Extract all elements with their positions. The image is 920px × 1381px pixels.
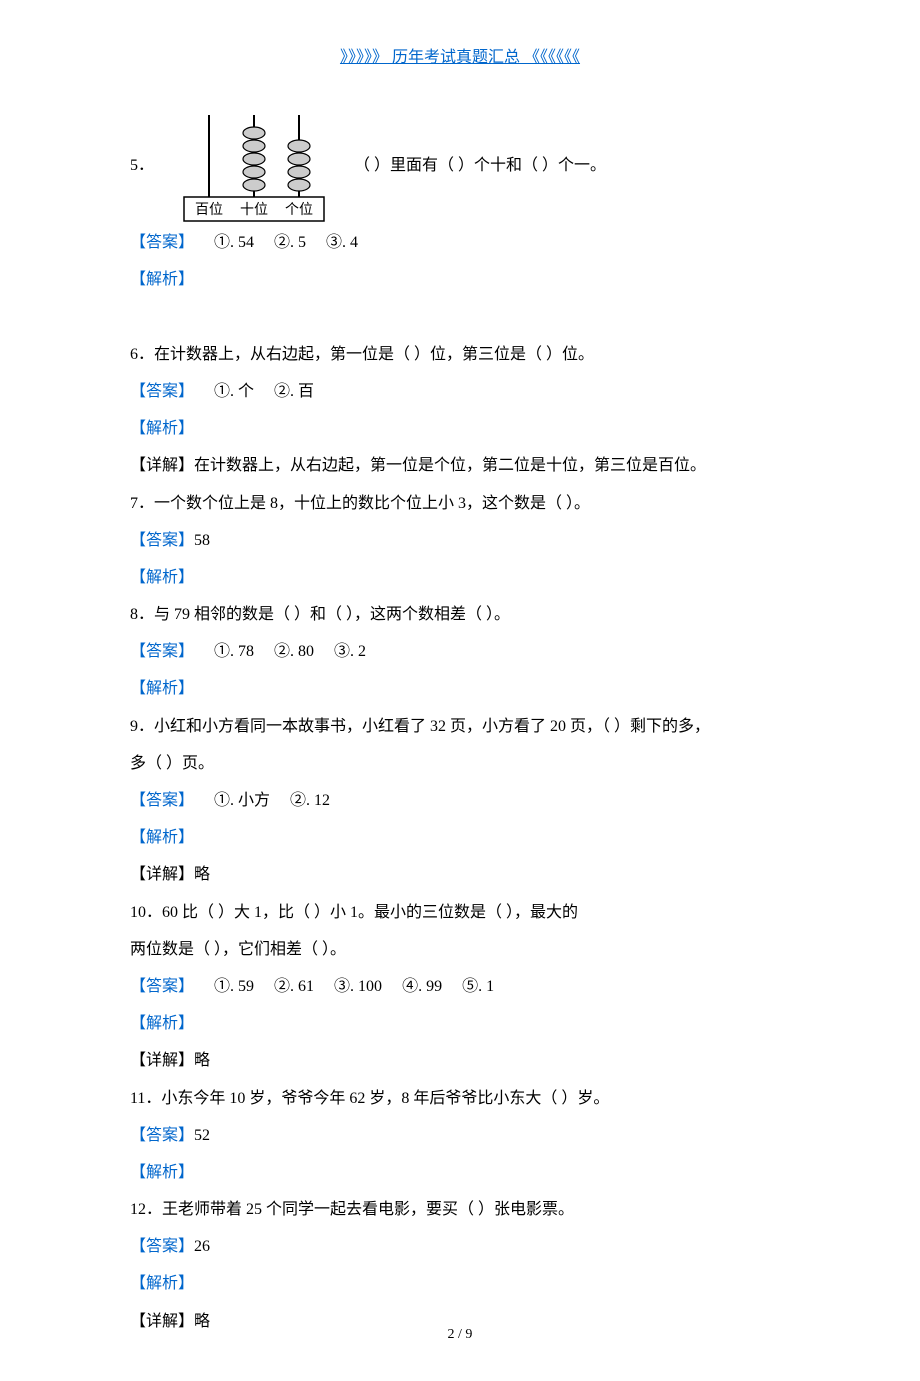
chevrons-left: 》》》》》 bbox=[340, 49, 388, 66]
q12-row: 12．王老师带着 25 个同学一起去看电影，要买（ ）张电影票。 bbox=[130, 1192, 790, 1227]
q9-jiexi: 【解析】 bbox=[130, 829, 194, 846]
jiexi-label: 【解析】 bbox=[130, 271, 194, 288]
q10-answer: 【答案】 ①. 59 ②. 61 ③. 100 ④. 99 ⑤. 1 bbox=[130, 969, 790, 1004]
detail-label: 【详解】 bbox=[130, 1052, 194, 1069]
answer-label: 【答案】 bbox=[130, 383, 194, 400]
q10-a3: ③. 100 bbox=[334, 978, 382, 995]
q5-answer: 【答案】 ①. 54 ②. 5 ③. 4 bbox=[130, 225, 790, 260]
q12-answer: 【答案】26 bbox=[130, 1229, 790, 1264]
q9-row1: 9．小红和小方看同一本故事书，小红看了 32 页，小方看了 20 页，（ ）剩下… bbox=[130, 709, 790, 744]
q7-body: 一个数个位上是 8，十位上的数比个位上小 3，这个数是（ ）。 bbox=[154, 495, 590, 512]
q8-answer: 【答案】 ①. 78 ②. 80 ③. 2 bbox=[130, 634, 790, 669]
q9-number: 9． bbox=[130, 718, 154, 735]
q8-jiexi: 【解析】 bbox=[130, 680, 194, 697]
answer-label: 【答案】 bbox=[130, 1238, 194, 1255]
q9-body2: 多（ ）页。 bbox=[130, 755, 214, 772]
q10-detail: 【详解】略 bbox=[130, 1043, 790, 1078]
q7-a: 58 bbox=[194, 532, 210, 549]
q5-body: （ ）里面有（ ）个十和（ ）个一。 bbox=[354, 148, 606, 183]
q10-a2: ②. 61 bbox=[274, 978, 314, 995]
page-header-link: 》》》》》 历年考试真题汇总 《《《《《《 bbox=[130, 40, 790, 75]
q9-detail: 【详解】略 bbox=[130, 857, 790, 892]
q6-body: 在计数器上，从右边起，第一位是（ ）位，第三位是（ ）位。 bbox=[154, 346, 594, 363]
q7-jiexi: 【解析】 bbox=[130, 569, 194, 586]
q8-a2: ②. 80 bbox=[274, 643, 314, 660]
q11-jiexi: 【解析】 bbox=[130, 1164, 194, 1181]
q10-number: 10． bbox=[130, 904, 162, 921]
q5-number: 5． bbox=[130, 148, 154, 183]
q9-row2: 多（ ）页。 bbox=[130, 746, 790, 781]
q6-a1: ①. 个 bbox=[214, 383, 254, 400]
answer-label: 【答案】 bbox=[130, 532, 194, 549]
q10-a5: ⑤. 1 bbox=[462, 978, 494, 995]
q7-number: 7． bbox=[130, 495, 154, 512]
abacus-label-tens: 十位 bbox=[240, 202, 268, 218]
q6-jiexi: 【解析】 bbox=[130, 420, 194, 437]
q11-number: 11． bbox=[130, 1090, 161, 1107]
q10-row1: 10．60 比（ ）大 1，比（ ）小 1。最小的三位数是（ ），最大的 bbox=[130, 895, 790, 930]
q8-row: 8．与 79 相邻的数是（ ）和（ ），这两个数相差（ ）。 bbox=[130, 597, 790, 632]
q5-a1: ①. 54 bbox=[214, 234, 254, 251]
abacus-label-ones: 个位 bbox=[285, 202, 313, 218]
q8-a3: ③. 2 bbox=[334, 643, 366, 660]
answer-label: 【答案】 bbox=[130, 234, 194, 251]
abacus-label-hundreds: 百位 bbox=[195, 202, 223, 218]
answer-label: 【答案】 bbox=[130, 978, 194, 995]
q9-answer: 【答案】 ①. 小方 ②. 12 bbox=[130, 783, 790, 818]
q10-detail-text: 略 bbox=[194, 1052, 210, 1069]
q7-row: 7．一个数个位上是 8，十位上的数比个位上小 3，这个数是（ ）。 bbox=[130, 486, 790, 521]
q9-detail-text: 略 bbox=[194, 866, 210, 883]
header-title-text: 历年考试真题汇总 bbox=[388, 49, 524, 66]
q5-a3: ③. 4 bbox=[326, 234, 358, 251]
q6-row: 6．在计数器上，从右边起，第一位是（ ）位，第三位是（ ）位。 bbox=[130, 337, 790, 372]
q6-detail-text: 在计数器上，从右边起，第一位是个位，第二位是十位，第三位是百位。 bbox=[194, 457, 706, 474]
q11-a: 52 bbox=[194, 1127, 210, 1144]
q9-body1: 小红和小方看同一本故事书，小红看了 32 页，小方看了 20 页，（ ）剩下的多… bbox=[154, 718, 710, 735]
q11-row: 11．小东今年 10 岁，爷爷今年 62 岁，8 年后爷爷比小东大（ ）岁。 bbox=[130, 1081, 790, 1116]
q10-body1: 60 比（ ）大 1，比（ ）小 1。最小的三位数是（ ），最大的 bbox=[162, 904, 578, 921]
q5-a2: ②. 5 bbox=[274, 234, 306, 251]
q11-body: 小东今年 10 岁，爷爷今年 62 岁，8 年后爷爷比小东大（ ）岁。 bbox=[161, 1090, 609, 1107]
q6-detail: 【详解】在计数器上，从右边起，第一位是个位，第二位是十位，第三位是百位。 bbox=[130, 448, 790, 483]
detail-label: 【详解】 bbox=[130, 866, 194, 883]
page-footer: 2 / 9 bbox=[0, 1320, 920, 1351]
q6-answer: 【答案】 ①. 个 ②. 百 bbox=[130, 374, 790, 409]
answer-label: 【答案】 bbox=[130, 643, 194, 660]
q10-row2: 两位数是（ ），它们相差（ ）。 bbox=[130, 932, 790, 967]
q5-jiexi: 【解析】 bbox=[130, 262, 790, 297]
answer-label: 【答案】 bbox=[130, 792, 194, 809]
q6-a2: ②. 百 bbox=[274, 383, 314, 400]
q10-jiexi: 【解析】 bbox=[130, 1015, 194, 1032]
detail-label: 【详解】 bbox=[130, 457, 194, 474]
q8-a1: ①. 78 bbox=[214, 643, 254, 660]
abacus-diagram: 百位 十位 个位 bbox=[174, 105, 334, 225]
answer-label: 【答案】 bbox=[130, 1127, 194, 1144]
q12-a: 26 bbox=[194, 1238, 210, 1255]
q9-a1: ①. 小方 bbox=[214, 792, 270, 809]
q8-body: 与 79 相邻的数是（ ）和（ ），这两个数相差（ ）。 bbox=[154, 606, 510, 623]
q6-number: 6． bbox=[130, 346, 154, 363]
q10-a4: ④. 99 bbox=[402, 978, 442, 995]
q10-body2: 两位数是（ ），它们相差（ ）。 bbox=[130, 941, 346, 958]
q12-number: 12． bbox=[130, 1201, 162, 1218]
q11-answer: 【答案】52 bbox=[130, 1118, 790, 1153]
q12-jiexi: 【解析】 bbox=[130, 1275, 194, 1292]
q5-row: 5． 百位 十位 bbox=[130, 105, 790, 225]
q8-number: 8． bbox=[130, 606, 154, 623]
q10-a1: ①. 59 bbox=[214, 978, 254, 995]
q12-body: 王老师带着 25 个同学一起去看电影，要买（ ）张电影票。 bbox=[162, 1201, 574, 1218]
chevrons-right: 《《《《《《 bbox=[524, 49, 580, 66]
q7-answer: 【答案】58 bbox=[130, 523, 790, 558]
q9-a2: ②. 12 bbox=[290, 792, 330, 809]
